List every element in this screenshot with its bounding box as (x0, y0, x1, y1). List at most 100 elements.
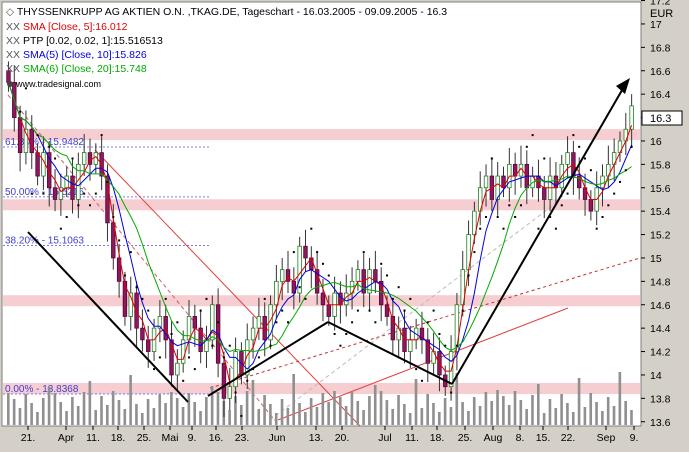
candle-body (303, 245, 308, 259)
psar-dot (327, 274, 330, 277)
volume-bar (583, 407, 587, 425)
x-tick-label: Jul (378, 432, 391, 444)
volume-bar (106, 405, 109, 425)
candle-body (542, 187, 547, 200)
x-tick-label: 11. (405, 432, 419, 444)
psar-dot (485, 216, 488, 218)
drawn-pattern-line[interactable] (451, 84, 626, 385)
drawn-pattern-line[interactable] (327, 321, 453, 385)
candle-body (175, 362, 180, 376)
psar-dot (409, 297, 412, 300)
volume-bar (519, 400, 523, 425)
psar-dot (42, 192, 45, 195)
psar-dot (170, 333, 173, 335)
volume-bar (414, 379, 418, 425)
psar-dot (71, 157, 74, 160)
candle-body (629, 105, 634, 130)
y-tick-label: 17.2 (650, 0, 671, 8)
psar-dot (560, 204, 563, 207)
psar-dot (199, 309, 202, 312)
psar-dot (345, 333, 348, 335)
psar-dot (549, 216, 552, 218)
psar-dot (624, 169, 627, 172)
volume-bar (403, 404, 406, 425)
volume-bar (496, 390, 499, 425)
psar-dot (240, 414, 243, 417)
psar-dot (374, 321, 377, 324)
psar-dot (211, 344, 214, 347)
psar-dot (601, 216, 604, 218)
volume-bar (571, 412, 575, 425)
candle-body (245, 339, 250, 376)
psar-dot (618, 180, 621, 183)
red-dashed-channel (209, 257, 641, 389)
x-tick-label: Apr (58, 432, 75, 444)
volume-bar (601, 411, 604, 425)
volume-bar (24, 394, 28, 425)
psar-dot (391, 297, 394, 300)
candle-body (454, 304, 460, 352)
candle-body (192, 316, 198, 329)
psar-dot (30, 192, 33, 195)
last-price-label: 16.3 (650, 113, 671, 125)
candle-body (111, 222, 116, 259)
fib-level-label: 50.00% - 15.5216 (5, 187, 84, 198)
candle-body (180, 339, 186, 364)
x-tick-label: 9. (188, 432, 197, 444)
volume-bar (298, 403, 301, 425)
indicator-legend-item[interactable]: XX SMA(5) [Close, 10]:15.826 (6, 49, 147, 61)
psar-dot (83, 192, 86, 195)
psar-dot (269, 344, 272, 347)
fib-level-label: 61.80% - 15.9482 (5, 137, 84, 148)
psar-dot (246, 379, 249, 382)
x-tick-label: 25. (137, 432, 152, 444)
volume-bar (280, 399, 284, 425)
volume-bar (379, 391, 383, 425)
indicator-legend-item[interactable]: XX SMA [Close, 5]:16.012 (6, 21, 128, 33)
indicator-legend-item[interactable]: XX PTP [0.02, 0.02, 1]:15.516513 (6, 35, 163, 47)
x-tick-label: 15. (536, 432, 551, 444)
volume-bar (356, 401, 360, 425)
candle-body (425, 339, 430, 364)
psar-dot (613, 192, 616, 195)
x-tick-label: 9. (630, 432, 639, 444)
drawn-pattern-line[interactable] (207, 321, 329, 397)
psar-dot (426, 321, 429, 324)
psar-dot (420, 379, 423, 382)
x-tick-label: 23. (235, 432, 250, 444)
y-tick-label: 15.2 (650, 230, 671, 242)
psar-dot (415, 368, 418, 371)
chart-title: ◇ THYSSENKRUPP AG AKTIEN O.N. ,TKAG.DE, … (6, 6, 447, 18)
volume-bar (88, 381, 92, 425)
candle-body (472, 210, 477, 235)
psar-dot (65, 216, 68, 218)
candle-body (47, 152, 52, 189)
psar-dot (584, 157, 587, 160)
volume-bar (158, 394, 162, 425)
candle-body (577, 175, 582, 189)
drawn-pattern-line[interactable] (27, 231, 189, 403)
psar-dot (508, 204, 511, 207)
psar-dot (257, 356, 260, 359)
psar-dot (281, 309, 284, 312)
psar-dot (205, 297, 208, 300)
psar-dot (234, 391, 237, 394)
psar-dot (356, 309, 359, 312)
psar-dot (362, 251, 365, 254)
psar-dot (153, 368, 156, 371)
candle-body (378, 280, 384, 306)
volume-bar (408, 413, 412, 425)
psar-dot (572, 134, 575, 137)
candle-body (227, 386, 232, 399)
psar-dot (467, 274, 470, 277)
psar-dot (589, 169, 592, 172)
volume-bar (484, 392, 488, 425)
indicator-legend-item[interactable]: XX SMA(6) [Close, 20]:15.748 (6, 63, 147, 75)
psar-dot (287, 321, 290, 324)
volume-bar (327, 402, 330, 425)
volume-bar (210, 386, 214, 425)
psar-dot (222, 356, 225, 359)
volume-bar (478, 406, 482, 425)
candle-body (105, 175, 110, 224)
